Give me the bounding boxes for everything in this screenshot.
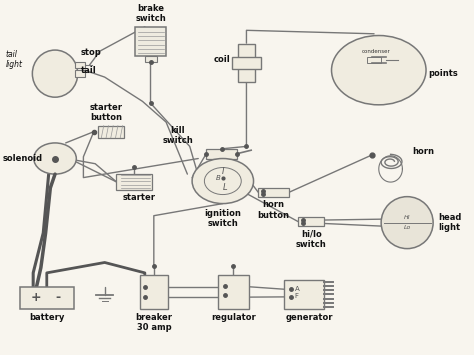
Text: starter
button: starter button [90,103,122,122]
Text: breaker
30 amp: breaker 30 amp [135,313,173,332]
Text: coil: coil [213,55,230,64]
Bar [284,280,324,309]
Text: Hi: Hi [404,215,410,220]
Text: A: A [295,286,300,292]
Text: horn: horn [412,147,434,156]
Bar [299,217,324,226]
Text: hi/lo
switch: hi/lo switch [296,230,327,249]
Bar [140,275,167,309]
Ellipse shape [32,50,78,97]
Text: kill
switch: kill switch [163,126,193,145]
Text: tail: tail [81,66,97,75]
Text: Lo: Lo [403,225,411,230]
Bar [258,188,289,197]
Text: battery: battery [29,313,64,322]
Bar [98,126,124,138]
Text: solenoid: solenoid [3,154,43,163]
Circle shape [331,36,426,105]
Bar [218,275,249,309]
Bar [136,27,166,56]
Text: L: L [223,183,228,192]
Text: tail
light: tail light [5,50,22,70]
Bar [206,149,237,159]
Bar [117,174,152,190]
Text: F: F [295,293,299,299]
Ellipse shape [381,197,433,248]
Circle shape [34,143,76,174]
Bar [238,44,255,82]
Text: starter: starter [122,193,155,202]
Text: horn
button: horn button [258,200,290,219]
Text: B: B [216,175,220,181]
Text: generator: generator [285,313,333,322]
Text: -: - [55,291,60,305]
Text: brake
switch: brake switch [136,4,166,23]
Bar [232,57,261,70]
Text: head
light: head light [438,213,461,232]
Circle shape [192,159,254,203]
Text: ignition
switch: ignition switch [204,209,241,228]
Bar [75,70,85,77]
Bar [145,56,156,61]
Bar [75,61,85,69]
Text: points: points [428,69,458,78]
Text: condenser: condenser [362,49,391,54]
Text: stop: stop [81,48,102,58]
Text: I: I [221,167,224,176]
Text: +: + [31,291,41,305]
Bar [19,287,74,309]
Text: regulator: regulator [211,313,256,322]
Bar [367,57,381,63]
